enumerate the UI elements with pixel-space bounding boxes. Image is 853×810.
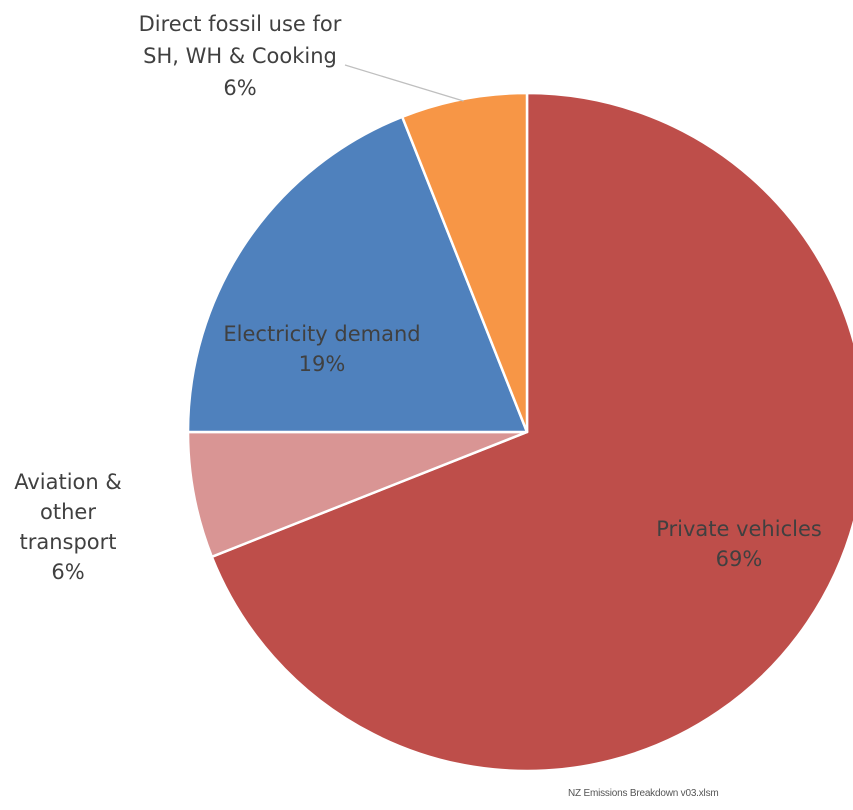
leader-layer [344,64,464,102]
slice-label-0: Private vehicles 69% [656,517,822,571]
pie-slice-3 [400,91,529,434]
slice-label-1: Aviation & other transport 6% [14,470,122,584]
slice-name-line: Direct fossil use for [139,12,342,36]
slice-name-line: SH, WH & Cooking [143,44,337,68]
pie-slice-0 [210,91,853,773]
slice-value-label: 69% [716,547,763,571]
labels-layer: Private vehicles 69% Aviation & other transp… [14,12,822,584]
slice-value-label: 6% [223,76,256,100]
slice-name-line: Aviation & [14,470,122,494]
slices-layer [186,91,853,773]
source-file-label: NZ Emissions Breakdown v03.xlsm [568,788,719,799]
leader-line [344,64,464,102]
slice-label-3: Direct fossil use for SH, WH & Cooking 6% [139,12,342,100]
pie-slice-1 [186,430,529,559]
slice-value-label: 6% [51,560,84,584]
slice-label-2: Electricity demand 19% [223,322,420,376]
pie-slice-2 [186,115,529,434]
slice-name-line: other [40,500,96,524]
slice-name-line: transport [19,530,116,554]
slice-name-line: Private vehicles [656,517,822,541]
slice-name-line: Electricity demand [223,322,420,346]
slice-value-label: 19% [299,352,346,376]
